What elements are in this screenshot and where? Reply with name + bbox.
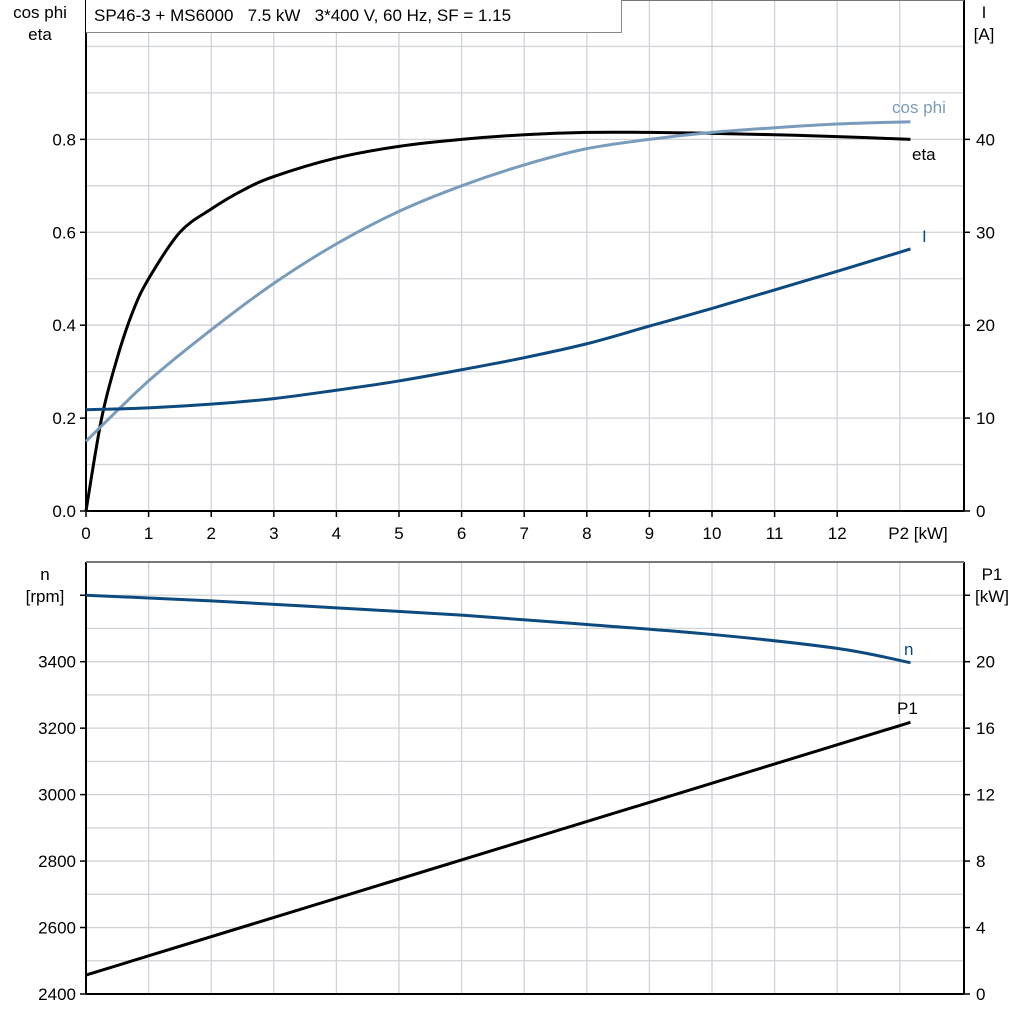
y-tick-label-right: 40 [976, 130, 995, 149]
y-axis-label-left: n [40, 565, 49, 584]
series-label-n: n [904, 640, 913, 659]
y-tick-label-left: 0.4 [52, 316, 76, 335]
y-tick-label-right: 4 [976, 919, 985, 938]
series-label-eta: eta [912, 145, 936, 164]
series-label-I: I [922, 227, 927, 246]
y-tick-label-left: 2800 [38, 852, 76, 871]
series-label-cos-phi: cos phi [892, 98, 946, 117]
x-tick-label: 0 [81, 524, 90, 543]
y-tick-label-right: 30 [976, 223, 995, 242]
y-tick-label-left: 0.8 [52, 130, 76, 149]
y-axis-label-left: eta [28, 25, 52, 44]
series-line-P1 [85, 720, 911, 977]
x-tick-label: 10 [703, 524, 722, 543]
series-line-n [85, 593, 911, 665]
y-axis-label-right: P1 [982, 565, 1003, 584]
series-line-cos-phi [84, 120, 911, 443]
x-axis-label: P2 [kW] [888, 524, 948, 543]
y-tick-label-left: 0.2 [52, 409, 76, 428]
x-tick-label: 5 [394, 524, 403, 543]
y-axis-label-right: [kW] [975, 587, 1009, 606]
x-tick-label: 8 [582, 524, 591, 543]
series-label-P1: P1 [897, 699, 918, 718]
series-line-I [85, 247, 911, 412]
y-tick-label-right: 16 [976, 719, 995, 738]
y-tick-label-right: 12 [976, 786, 995, 805]
y-axis-label-left: [rpm] [26, 587, 65, 606]
y-tick-label-right: 20 [976, 316, 995, 335]
x-tick-label: 3 [269, 524, 278, 543]
y-tick-label-left: 0.6 [52, 223, 76, 242]
x-tick-label: 7 [519, 524, 528, 543]
y-tick-label-right: 10 [976, 409, 995, 428]
y-axis-label-right: I [982, 3, 987, 22]
y-tick-label-left: 3000 [38, 786, 76, 805]
y-tick-label-right: 0 [976, 985, 985, 1004]
x-tick-label: 12 [828, 524, 847, 543]
x-tick-label: 2 [206, 524, 215, 543]
y-tick-label-left: 2400 [38, 985, 76, 1004]
y-tick-label-right: 8 [976, 852, 985, 871]
y-axis-label-right: [A] [974, 25, 995, 44]
y-tick-label-left: 3400 [38, 653, 76, 672]
chart-title: SP46-3 + MS6000 7.5 kW 3*400 V, 60 Hz, S… [86, 0, 622, 33]
x-tick-label: 6 [457, 524, 466, 543]
y-tick-label-left: 3200 [38, 719, 76, 738]
x-tick-label: 4 [332, 524, 341, 543]
x-tick-label: 1 [144, 524, 153, 543]
y-axis-label-left: cos phi [13, 3, 67, 22]
x-tick-label: 11 [766, 524, 784, 543]
y-tick-label-right: 0 [976, 502, 985, 521]
series-line-eta [84, 130, 911, 512]
y-tick-label-left: 0.0 [52, 502, 76, 521]
x-tick-label: 9 [645, 524, 654, 543]
y-tick-label-left: 2600 [38, 919, 76, 938]
y-tick-label-right: 20 [976, 653, 995, 672]
